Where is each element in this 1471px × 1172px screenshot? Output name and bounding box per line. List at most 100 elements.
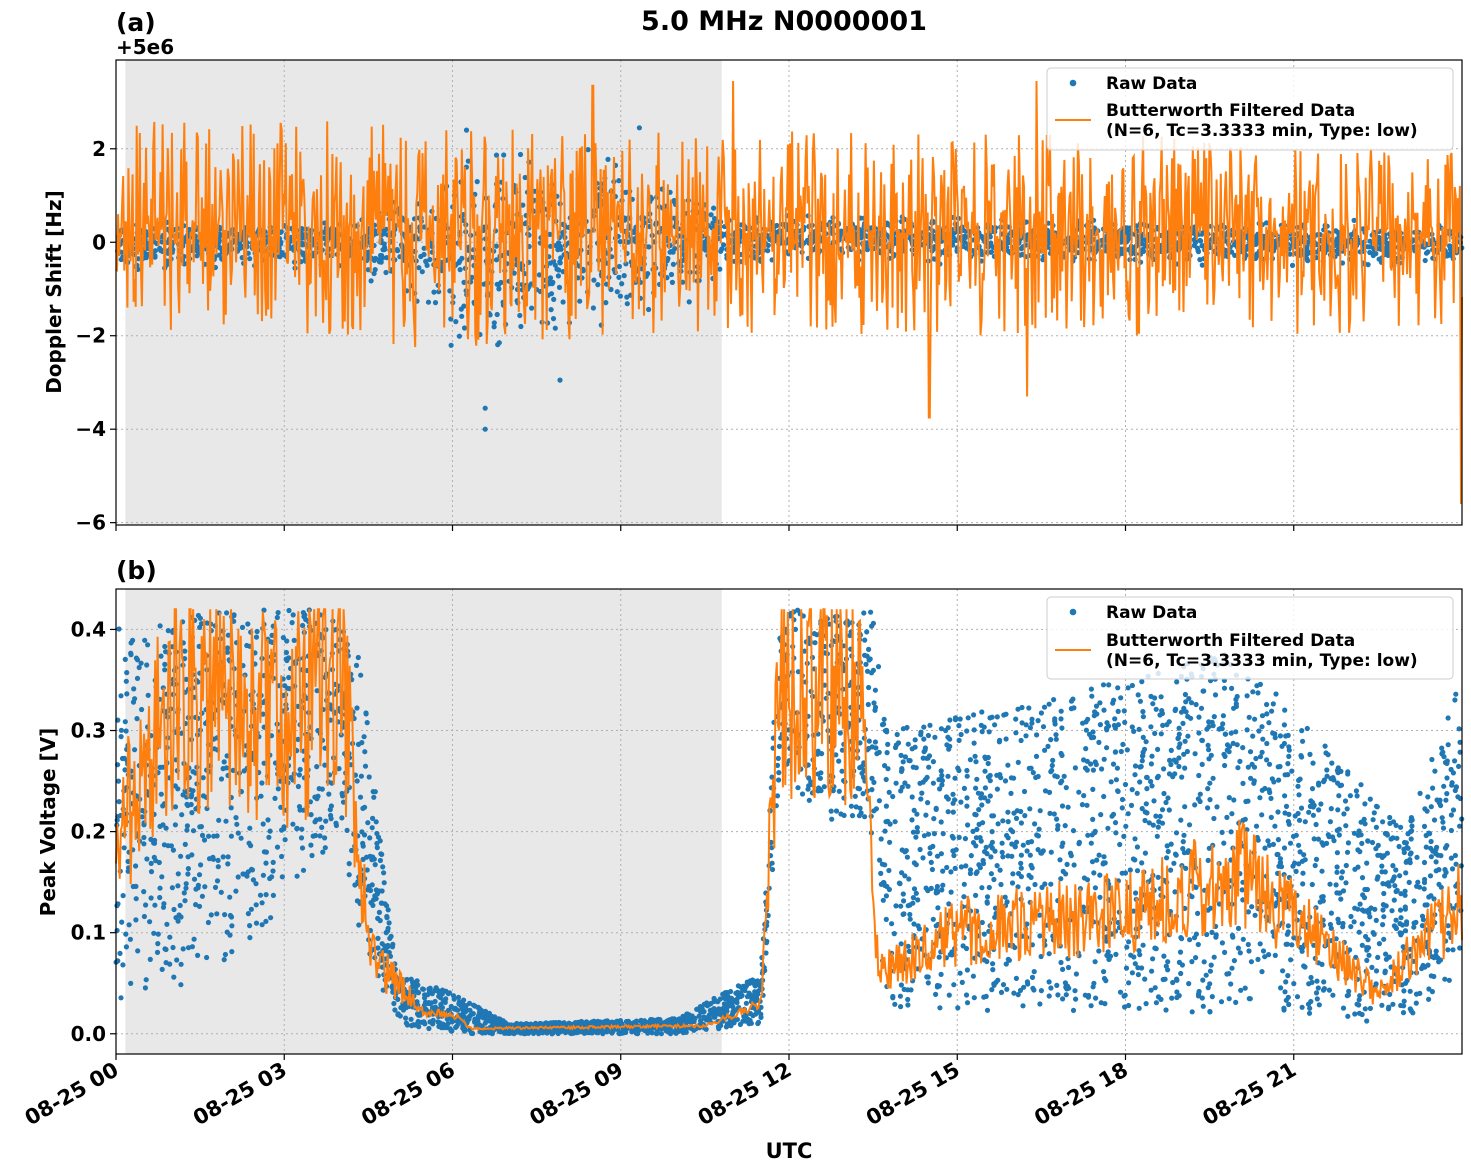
raw-data-point xyxy=(1060,996,1066,1002)
raw-data-point xyxy=(220,854,226,860)
raw-data-point xyxy=(973,892,979,899)
raw-data-point xyxy=(118,734,124,740)
raw-data-point xyxy=(247,256,253,262)
raw-data-point xyxy=(994,772,1000,778)
raw-data-point xyxy=(316,786,322,792)
raw-data-point xyxy=(1252,716,1258,722)
raw-data-point xyxy=(1193,701,1199,708)
raw-data-point xyxy=(1180,720,1186,727)
raw-data-point xyxy=(1398,915,1404,921)
raw-data-point xyxy=(1093,995,1099,1001)
raw-data-point xyxy=(151,854,157,861)
raw-data-point xyxy=(1119,805,1125,811)
raw-data-point xyxy=(964,803,970,809)
raw-data-point xyxy=(1428,854,1434,860)
raw-data-point xyxy=(1336,832,1342,838)
raw-data-point xyxy=(386,920,392,926)
raw-data-point xyxy=(933,923,939,929)
raw-data-point xyxy=(308,842,314,848)
raw-data-point xyxy=(1260,736,1266,742)
raw-data-point xyxy=(1136,726,1142,733)
raw-data-point xyxy=(235,874,241,880)
raw-data-point xyxy=(199,832,206,839)
raw-data-point xyxy=(1197,257,1203,263)
raw-data-point xyxy=(1416,884,1423,890)
raw-data-point xyxy=(493,257,500,263)
raw-data-point xyxy=(1224,814,1230,821)
raw-data-point xyxy=(870,620,877,627)
raw-data-point xyxy=(1063,785,1069,791)
raw-data-point xyxy=(1299,948,1305,954)
raw-data-point xyxy=(1053,732,1059,738)
raw-data-point xyxy=(156,859,162,866)
raw-data-point xyxy=(1159,807,1166,813)
raw-data-point xyxy=(964,728,970,734)
raw-data-point xyxy=(600,1019,607,1025)
raw-data-point xyxy=(1110,761,1117,767)
raw-data-point xyxy=(1037,933,1043,939)
raw-data-point xyxy=(1123,823,1129,829)
raw-data-point xyxy=(1173,852,1179,858)
raw-data-point xyxy=(491,320,497,326)
raw-data-point xyxy=(1179,774,1185,780)
raw-data-point xyxy=(963,992,970,998)
raw-data-point xyxy=(965,715,971,721)
raw-data-point xyxy=(585,147,591,153)
raw-data-point xyxy=(392,1007,398,1013)
raw-data-point xyxy=(1235,925,1242,932)
raw-data-point xyxy=(206,833,212,839)
raw-data-point xyxy=(1132,763,1139,769)
raw-data-point xyxy=(134,716,140,722)
raw-data-point xyxy=(1115,708,1121,715)
raw-data-point xyxy=(1253,755,1259,762)
raw-data-point xyxy=(1148,724,1154,730)
raw-data-point xyxy=(1319,894,1325,900)
raw-data-point xyxy=(1246,948,1252,954)
raw-data-point xyxy=(1165,848,1171,855)
raw-data-point xyxy=(871,700,877,706)
raw-data-point xyxy=(247,935,253,941)
raw-data-point xyxy=(1422,806,1428,812)
raw-data-point xyxy=(940,831,946,837)
raw-data-point xyxy=(959,979,965,986)
raw-data-point xyxy=(1240,936,1246,942)
raw-data-point xyxy=(286,674,292,681)
raw-data-point xyxy=(158,653,164,659)
raw-data-point xyxy=(1307,751,1313,758)
raw-data-point xyxy=(517,312,523,319)
raw-data-point xyxy=(1196,714,1202,720)
raw-data-point xyxy=(1192,802,1198,808)
raw-data-point xyxy=(179,812,185,818)
raw-data-point xyxy=(1188,715,1194,721)
raw-data-point xyxy=(1105,825,1111,831)
raw-data-point xyxy=(1281,722,1287,728)
raw-data-point xyxy=(892,819,898,825)
raw-data-point xyxy=(247,825,253,831)
raw-data-point xyxy=(1293,832,1299,838)
raw-data-point xyxy=(1339,869,1345,875)
raw-data-point xyxy=(1178,935,1184,941)
raw-data-point xyxy=(275,610,281,616)
raw-data-point xyxy=(152,902,158,908)
raw-data-point xyxy=(1275,837,1281,843)
raw-data-point xyxy=(494,311,500,318)
raw-data-point xyxy=(1018,865,1024,871)
raw-data-point xyxy=(283,649,289,656)
raw-data-point xyxy=(1151,798,1157,804)
raw-data-point xyxy=(1140,709,1146,715)
raw-data-point xyxy=(836,788,842,794)
raw-data-point xyxy=(988,871,995,877)
raw-data-point xyxy=(185,945,192,951)
raw-data-point xyxy=(557,377,563,383)
raw-data-point xyxy=(364,720,370,726)
raw-data-point xyxy=(1400,1010,1407,1016)
raw-data-point xyxy=(234,821,240,827)
raw-data-point xyxy=(1284,931,1290,937)
raw-data-point xyxy=(617,239,623,245)
raw-data-point xyxy=(711,205,717,211)
raw-data-point xyxy=(1250,689,1256,695)
raw-data-point xyxy=(145,692,151,698)
raw-data-point xyxy=(1399,930,1405,936)
raw-data-point xyxy=(893,742,900,748)
raw-data-point xyxy=(930,916,936,922)
